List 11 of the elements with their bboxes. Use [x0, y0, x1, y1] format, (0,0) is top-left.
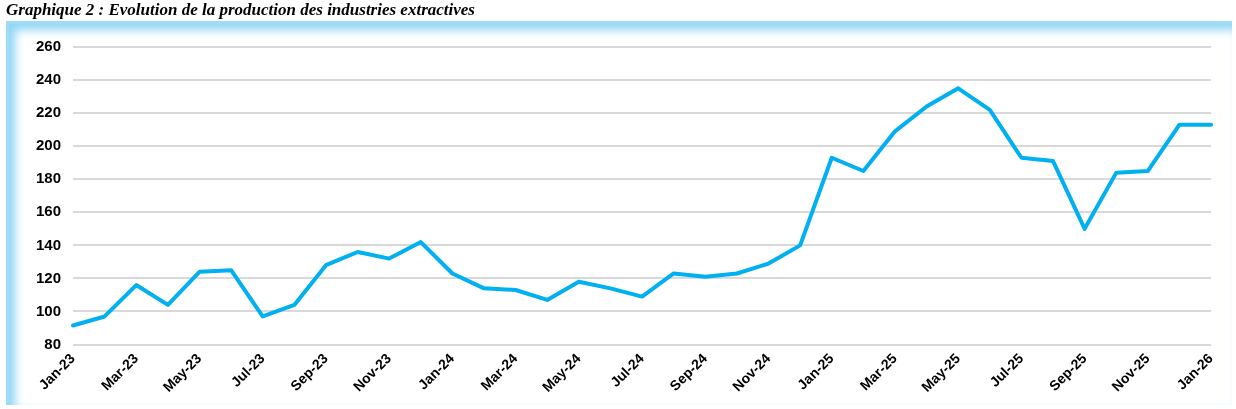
y-tick-label: 120: [36, 268, 62, 286]
y-tick-label: 260: [36, 37, 62, 55]
y-tick-label: 160: [36, 202, 62, 220]
y-tick-label: 200: [36, 136, 62, 154]
y-tick-label: 80: [44, 334, 62, 352]
y-tick-label: 140: [36, 235, 62, 253]
y-tick-label: 220: [36, 103, 62, 121]
chart-title: Graphique 2 : Evolution de la production des industries extractives: [6, 0, 475, 20]
y-tick-label: 100: [36, 301, 62, 319]
y-tick-label: 180: [36, 169, 62, 187]
y-tick-label: 240: [36, 70, 62, 88]
